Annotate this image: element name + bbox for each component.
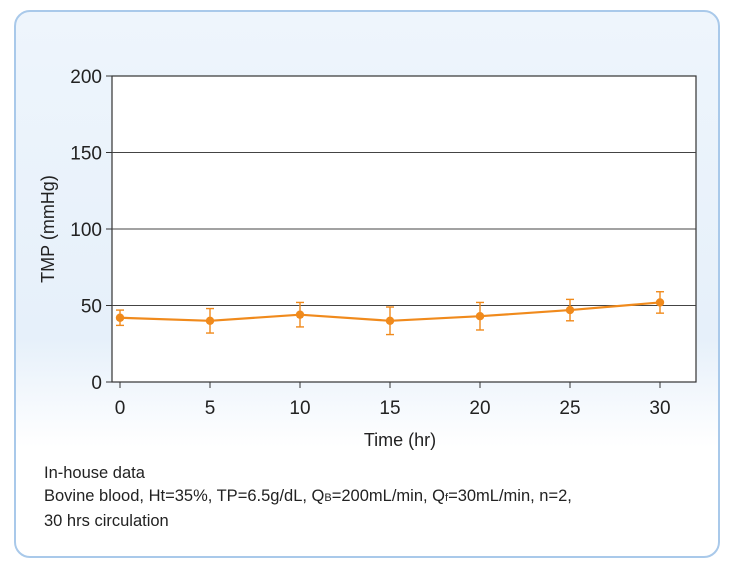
caption-source: In-house data bbox=[44, 464, 145, 482]
y-tick-label: 150 bbox=[70, 144, 102, 165]
data-point bbox=[205, 316, 215, 325]
y-tick-label: 100 bbox=[70, 220, 102, 241]
y-tick-label: 0 bbox=[91, 373, 102, 394]
data-point bbox=[385, 316, 395, 325]
x-tick-label: 30 bbox=[649, 398, 670, 419]
y-tick-label: 200 bbox=[70, 67, 102, 88]
x-tick-label: 15 bbox=[379, 398, 400, 419]
x-tick-label: 5 bbox=[205, 398, 216, 419]
data-point bbox=[115, 313, 125, 322]
y-axis-label: TMP (mmHg) bbox=[38, 175, 58, 283]
series-marks bbox=[115, 291, 665, 336]
data-point bbox=[475, 312, 485, 321]
y-tick-label: 50 bbox=[81, 297, 102, 318]
y-tick-labels: 0 50 100 150 200 bbox=[70, 67, 102, 394]
x-tick-labels: 0 5 10 15 20 25 30 bbox=[115, 398, 671, 419]
x-tick-label: 10 bbox=[289, 398, 310, 419]
x-tick-label: 0 bbox=[115, 398, 126, 419]
x-axis-label: Time (hr) bbox=[364, 430, 436, 450]
data-point bbox=[295, 310, 305, 319]
caption-circulation: 30 hrs circulation bbox=[44, 512, 169, 530]
x-tick-label: 25 bbox=[559, 398, 580, 419]
caption: In-house data Bovine blood, Ht=35%, TP=6… bbox=[44, 462, 572, 533]
data-point bbox=[655, 298, 665, 307]
x-tick-label: 20 bbox=[469, 398, 490, 419]
data-point bbox=[565, 305, 575, 315]
caption-conditions: Bovine blood, Ht=35%, TP=6.5g/dL, QB=200… bbox=[44, 487, 572, 505]
grid-lines bbox=[106, 75, 696, 388]
